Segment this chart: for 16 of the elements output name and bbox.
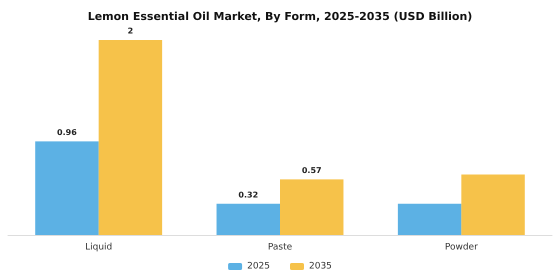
bar (461, 174, 525, 235)
data-label: 2 (128, 26, 134, 36)
bar (35, 141, 99, 235)
bar (398, 204, 462, 235)
chart-title: Lemon Essential Oil Market, By Form, 2025-2035 (USD Billion) (88, 10, 472, 23)
data-label: 0.32 (238, 190, 258, 200)
bar (216, 204, 280, 235)
legend-label: 2025 (247, 262, 270, 272)
bar (280, 179, 344, 235)
legend-label: 2035 (309, 262, 332, 272)
data-label: 0.57 (302, 166, 322, 175)
x-tick-label: Powder (444, 242, 478, 252)
data-label: 0.96 (57, 128, 78, 137)
x-tick-label: Paste (268, 242, 293, 252)
x-tick-label: Liquid (85, 242, 112, 252)
bar (98, 40, 162, 235)
